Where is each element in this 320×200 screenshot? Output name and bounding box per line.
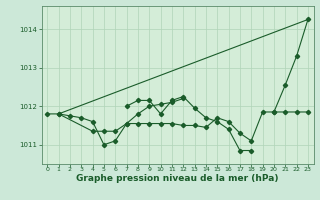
X-axis label: Graphe pression niveau de la mer (hPa): Graphe pression niveau de la mer (hPa) — [76, 174, 279, 183]
